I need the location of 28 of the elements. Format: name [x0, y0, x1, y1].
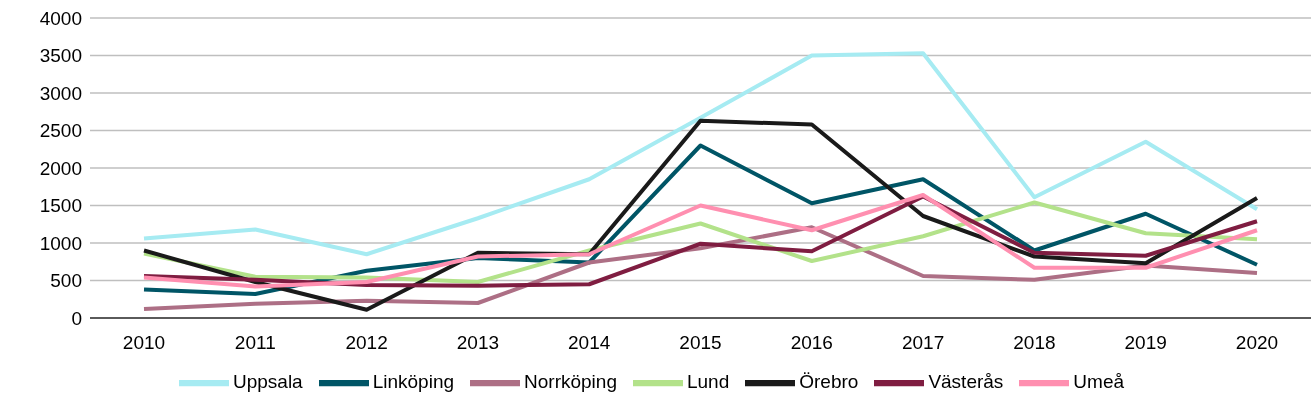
- line-series: [142, 51, 1259, 257]
- legend-label: Umeå: [1073, 371, 1125, 393]
- x-tick-label: 2013: [456, 332, 500, 354]
- legend-label: Linköping: [372, 371, 455, 393]
- legend-label: Norrköping: [524, 371, 617, 393]
- y-tick-label: 1000: [39, 232, 82, 254]
- legend-label: Uppsala: [232, 371, 303, 393]
- legend-label: Lund: [686, 371, 730, 393]
- y-tick-label: 500: [50, 270, 82, 292]
- x-tick-label: 2017: [901, 332, 945, 354]
- y-tick-label: 2000: [39, 157, 82, 179]
- x-tick-label: 2011: [234, 332, 276, 354]
- y-tick-label: 3500: [39, 45, 82, 67]
- x-tick-label: 2015: [679, 332, 722, 354]
- x-tick-label: 2014: [568, 332, 611, 354]
- y-tick-label: 3000: [39, 82, 82, 104]
- y-tick-label: 2500: [39, 120, 82, 142]
- x-tick-label: 2012: [345, 332, 388, 354]
- legend-label: Örebro: [799, 371, 859, 393]
- x-tick-label: 2019: [1124, 332, 1167, 354]
- legend-label: Västerås: [928, 371, 1004, 393]
- x-tick-label: 2020: [1235, 332, 1279, 354]
- y-tick-label: 1500: [39, 195, 82, 217]
- x-tick-label: 2018: [1013, 332, 1056, 354]
- x-tick-label: 2010: [122, 332, 166, 354]
- x-tick-label: 2016: [790, 332, 833, 354]
- y-tick-label: 4000: [39, 7, 82, 29]
- y-tick-label: 0: [71, 307, 82, 329]
